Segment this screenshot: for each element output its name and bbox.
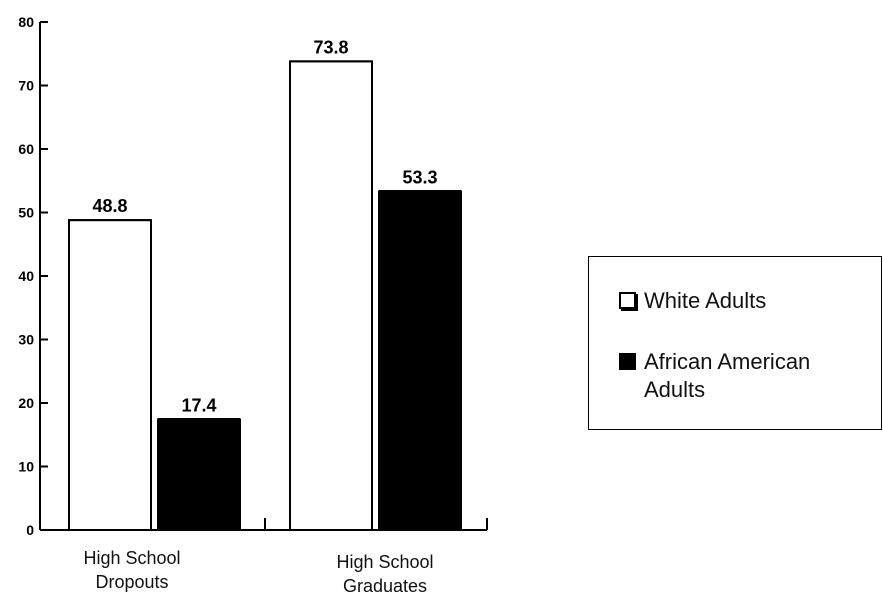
legend-swatch-white [619,292,636,309]
data-label-black-1: 17.4 [181,396,216,416]
data-label-white-2: 73.8 [313,37,348,57]
legend-item-african-american-adults: African American Adults [619,348,874,404]
y-tick-label-30: 30 [18,332,34,348]
y-tick-label-60: 60 [18,141,34,157]
bar-black-2 [378,190,462,531]
legend-swatch-black [619,353,636,370]
y-tick-label-80: 80 [18,14,34,30]
bar-white-1 [68,219,152,531]
y-tick-label-20: 20 [18,395,34,411]
y-tick-label-50: 50 [18,205,34,221]
y-tick-label-40: 40 [18,268,34,284]
legend-item-white-adults: White Adults [619,287,766,315]
chart-legend: White Adults African American Adults [588,256,882,430]
y-tick-label-70: 70 [18,78,34,94]
data-label-black-2: 53.3 [402,168,437,188]
bar-black-1 [157,418,241,532]
bar-white-2 [289,60,373,532]
category-label-1: High School Dropouts [83,548,180,592]
y-tick-label-0: 0 [26,522,34,538]
data-label-white-1: 48.8 [92,196,127,216]
chart-labels: 48.8 73.8 17.4 53.3 High School Dropouts High … [83,37,437,596]
category-label-2: High School Graduates [336,552,433,596]
legend-label-white: White Adults [644,288,767,313]
chart-bars [68,60,462,532]
y-tick-label-10: 10 [18,459,34,475]
legend-label-black: African American Adults [644,349,811,402]
